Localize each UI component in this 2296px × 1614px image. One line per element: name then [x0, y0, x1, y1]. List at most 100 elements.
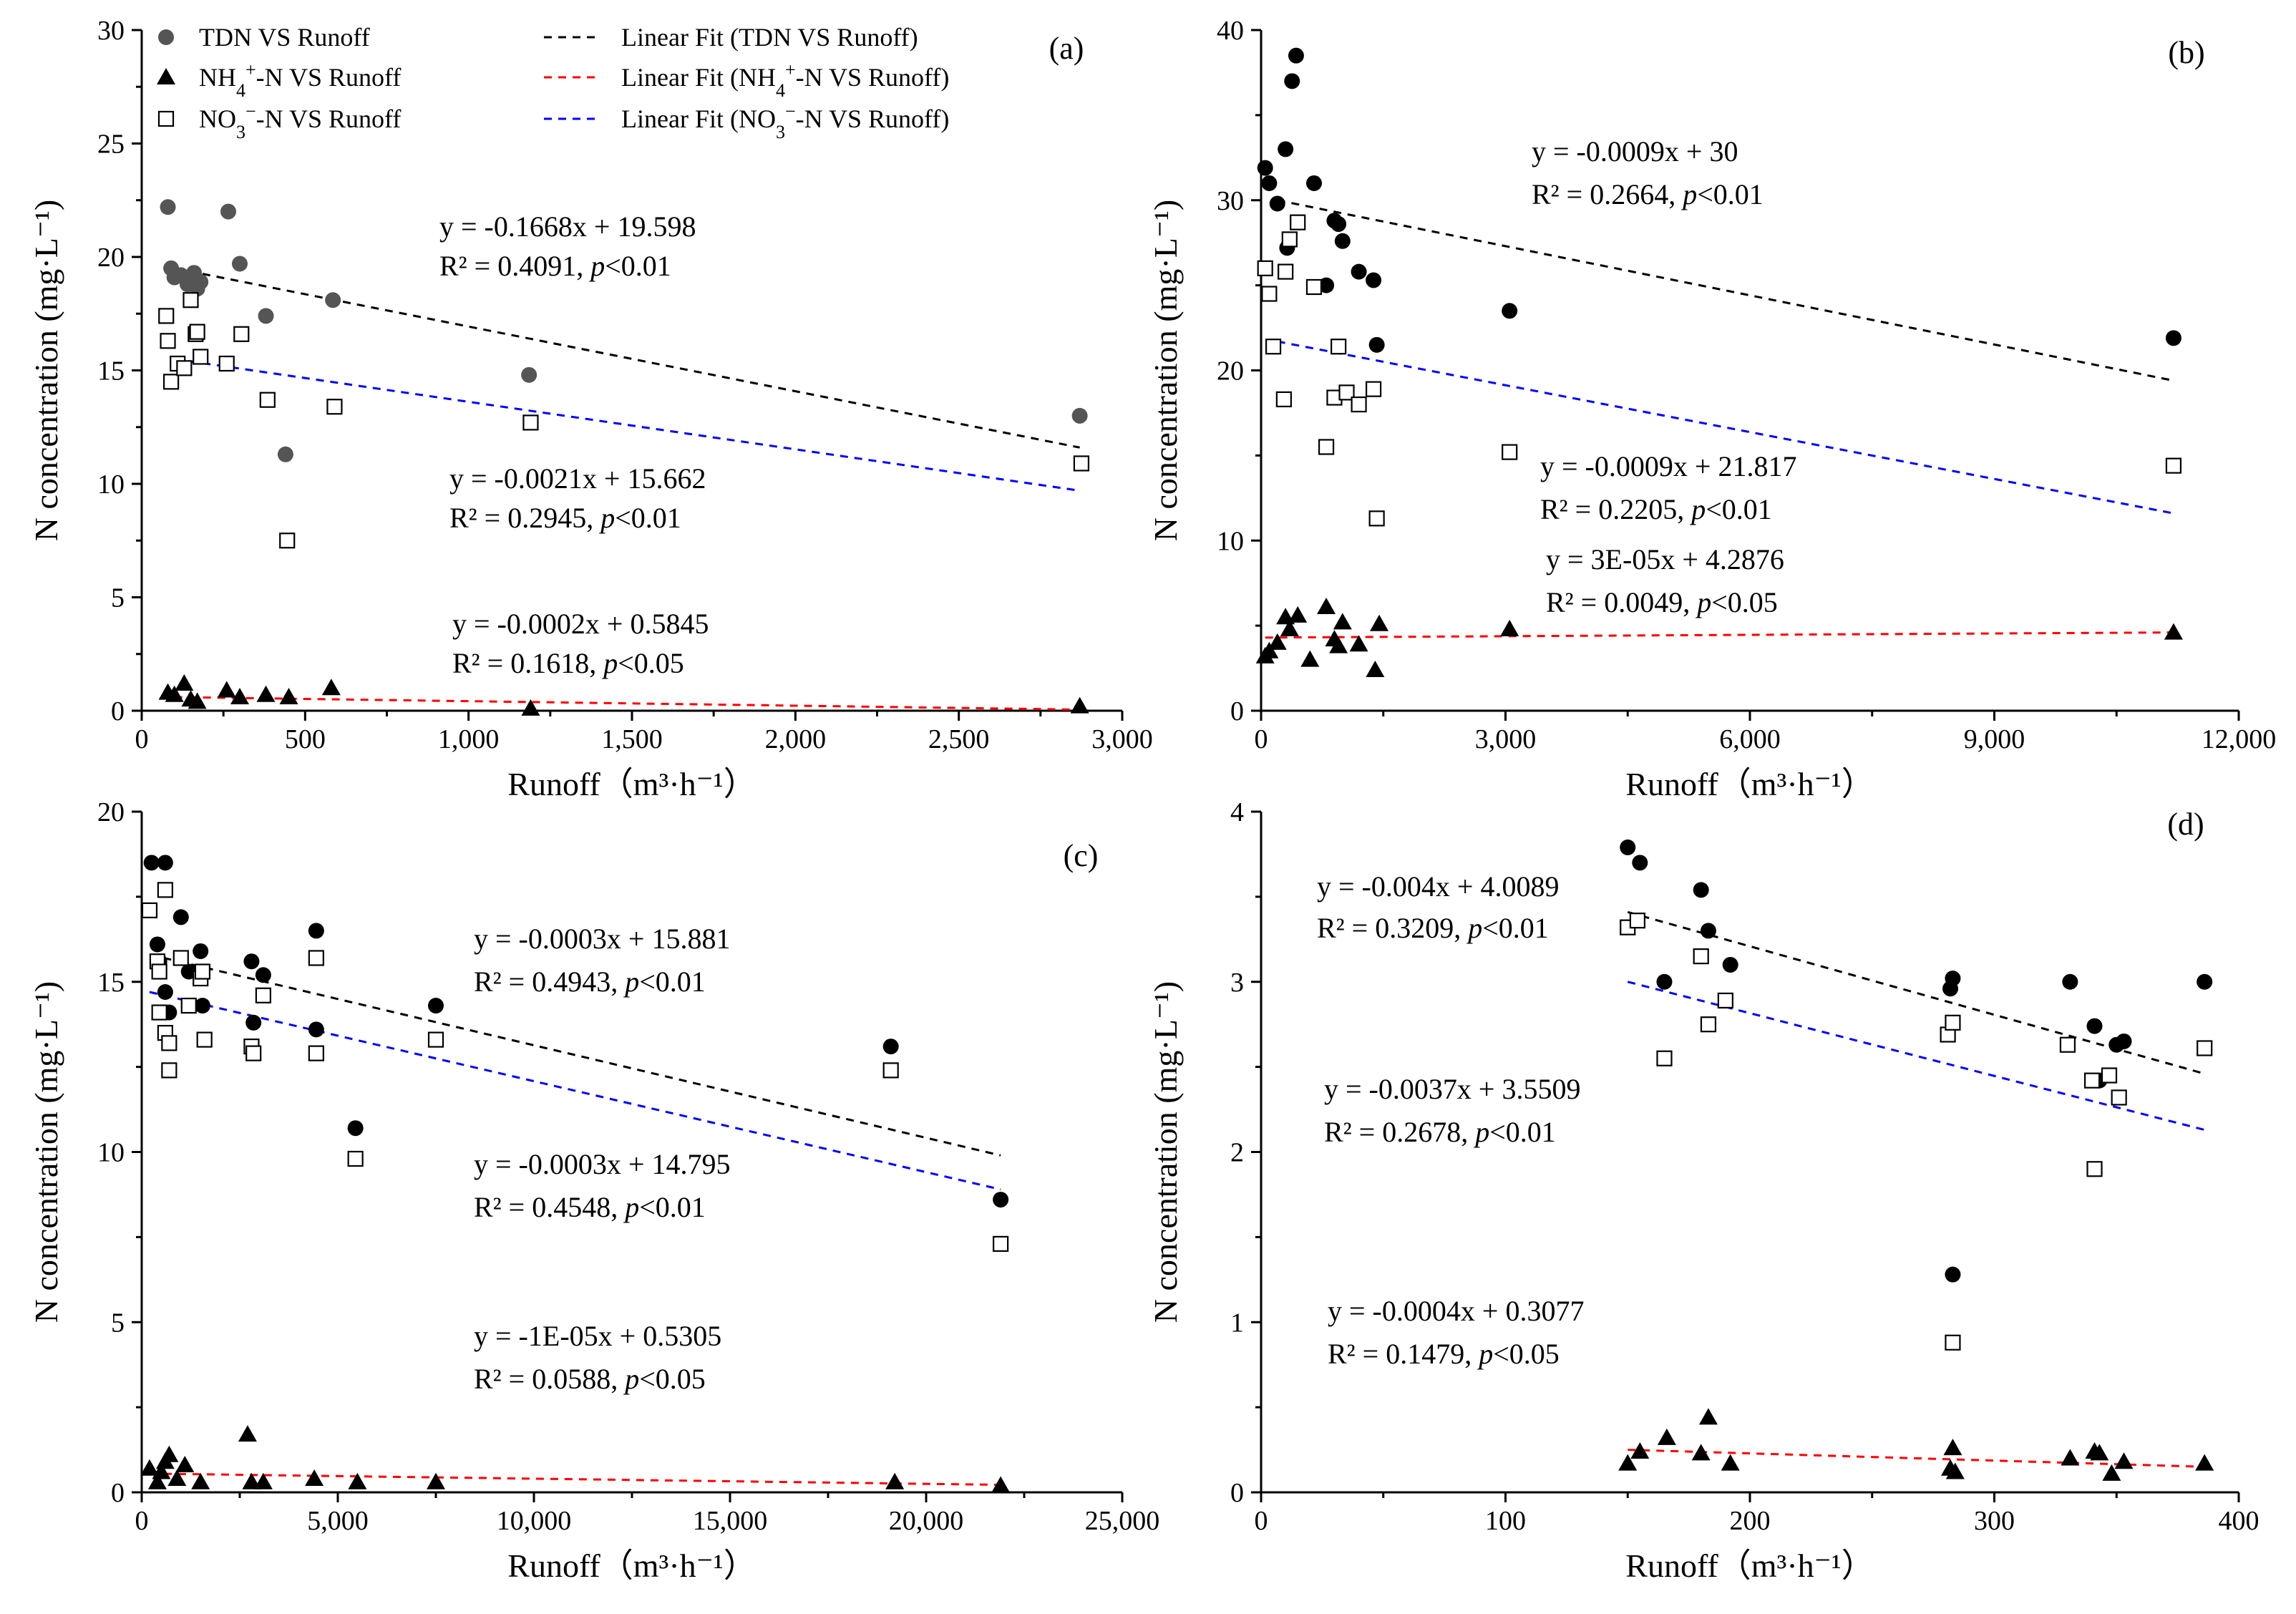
data-point	[1945, 1266, 1961, 1283]
y-tick-label: 20	[97, 797, 125, 827]
data-point	[157, 882, 173, 898]
data-point	[194, 998, 210, 1014]
data-point	[1945, 970, 1961, 986]
x-tick-label: 9,000	[1964, 724, 2025, 754]
data-point	[1317, 597, 1336, 614]
y-tick-label: 5	[111, 583, 125, 613]
data-point	[1502, 303, 1518, 319]
x-tick-label: 200	[1730, 1506, 1771, 1536]
y-tick-label: 0	[111, 696, 125, 726]
data-point	[326, 399, 343, 415]
data-point	[194, 963, 211, 980]
data-point	[521, 699, 540, 716]
data-point	[1693, 882, 1709, 898]
x-tick-label: 12,000	[2202, 724, 2277, 754]
data-point	[882, 1039, 899, 1055]
data-point	[1722, 956, 1738, 973]
data-point	[1365, 381, 1382, 397]
data-point	[259, 392, 276, 408]
data-point	[232, 256, 248, 272]
y-tick-label: 10	[1217, 526, 1244, 556]
series	[158, 292, 1090, 549]
legend-label: NO3−-N VS Runoff	[199, 101, 401, 142]
data-point	[1281, 231, 1298, 248]
y-tick-label: 2	[1230, 1138, 1244, 1168]
data-point	[233, 326, 250, 342]
data-point	[2116, 1033, 2132, 1049]
y-tick-label: 4	[1230, 797, 1244, 827]
fit-line	[1627, 981, 2205, 1132]
panel-b: 0 3,000 6,000 9,000 12,000 0 10 20 30 40 Runoff（m³…	[1147, 16, 2276, 802]
y-tick-label: 15	[97, 356, 125, 387]
data-point	[2165, 457, 2182, 474]
data-point	[242, 1472, 261, 1489]
y-tick-label: 20	[1217, 356, 1244, 387]
series	[141, 882, 1009, 1252]
x-tick-label: 10,000	[497, 1506, 572, 1536]
data-point	[258, 308, 274, 324]
y-axis-title: N concentration (mg·L⁻¹)	[1147, 981, 1184, 1323]
y-tick-label: 15	[97, 968, 125, 998]
data-point	[305, 1469, 324, 1486]
data-point	[277, 446, 293, 462]
data-point	[1318, 277, 1335, 293]
data-point	[1305, 278, 1323, 296]
panel-label: (a)	[1049, 31, 1084, 66]
data-point	[2164, 623, 2183, 640]
fit-r-squared: R² = 0.2945, p<0.01	[449, 502, 681, 534]
data-point	[1288, 47, 1304, 64]
data-point	[347, 1120, 364, 1137]
panel-d: 0 100 200 300 400 0 1 2 3 4 Runoff（m³·h⁻¹） N concen…	[1147, 797, 2259, 1584]
data-point	[256, 685, 276, 702]
x-tick-label: 100	[1485, 1506, 1526, 1536]
data-point	[1370, 614, 1389, 631]
y-tick-label: 40	[1217, 16, 1244, 46]
data-point	[993, 1192, 1009, 1208]
x-tick-label: 0	[135, 724, 149, 754]
legend-label: NH4+-N VS Runoff	[199, 59, 401, 101]
y-tick-label: 25	[97, 130, 125, 160]
data-point	[1290, 214, 1306, 230]
data-point	[1945, 1462, 1965, 1479]
series	[1257, 47, 2181, 353]
y-tick-label: 20	[97, 243, 125, 273]
fit-r-squared: R² = 0.0588, p<0.05	[474, 1363, 706, 1395]
fit-equation: y = -0.0009x + 30	[1532, 135, 1738, 167]
data-point	[172, 909, 189, 925]
legend: TDN VS Runoff Linear Fit (TDN VS Runoff) N…	[157, 23, 949, 142]
series	[1255, 597, 2183, 677]
data-point	[1656, 1050, 1673, 1066]
fit-equation: y = -0.1668x + 19.598	[439, 210, 696, 243]
fit-line	[1277, 340, 2174, 515]
series	[1618, 1408, 2214, 1481]
data-point	[2197, 1040, 2213, 1056]
data-point	[217, 681, 236, 698]
y-tick-label: 0	[1230, 1478, 1244, 1508]
data-point	[2102, 1464, 2121, 1481]
data-point	[1331, 216, 1347, 233]
data-point	[1691, 1444, 1711, 1461]
data-point	[1284, 73, 1300, 89]
x-tick-label: 6,000	[1719, 724, 1781, 754]
data-point	[193, 943, 209, 959]
fit-r-squared: R² = 0.2205, p<0.01	[1540, 493, 1772, 525]
data-point	[1305, 175, 1322, 191]
x-tick-label: 2,500	[928, 724, 990, 754]
data-point	[255, 987, 271, 1003]
legend-marker	[158, 29, 174, 45]
data-point	[882, 1062, 899, 1079]
data-point	[1269, 195, 1285, 212]
fit-equation: y = -1E-05x + 0.5305	[474, 1320, 721, 1352]
fit-equation: y = -0.0003x + 15.881	[474, 923, 730, 955]
data-point	[2061, 1449, 2080, 1466]
fit-r-squared: R² = 0.2678, p<0.01	[1324, 1116, 1556, 1148]
y-axis-title: N concentration (mg·L⁻¹)	[1147, 200, 1184, 541]
data-point	[993, 1235, 1009, 1252]
data-point	[2197, 973, 2213, 990]
data-point	[161, 1062, 177, 1079]
x-tick-label: 500	[285, 724, 326, 754]
data-point	[1629, 913, 1646, 929]
data-point	[157, 855, 173, 871]
fit-equation: y = -0.0021x + 15.662	[449, 462, 706, 495]
x-tick-label: 3,000	[1091, 724, 1153, 754]
